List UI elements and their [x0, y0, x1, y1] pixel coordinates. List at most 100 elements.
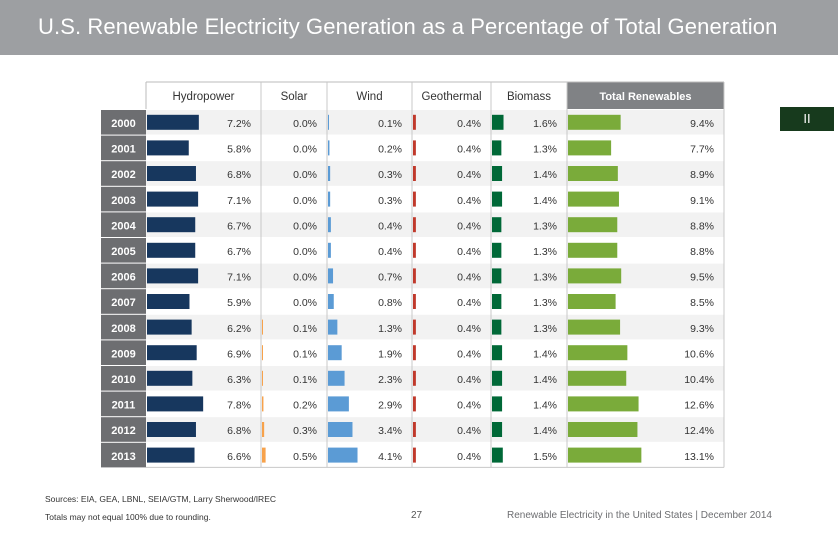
table-row: 2012 6.8% 0.3% 3.4% 0.4% 1.4% 12.4%: [101, 417, 724, 442]
bar-total-renewables: [568, 166, 618, 181]
bar-biomass: [492, 319, 502, 335]
bar-solar: [262, 319, 263, 335]
table-row: 2006 7.1% 0.0% 0.7% 0.4% 1.3% 9.5%: [101, 263, 724, 289]
value-label-solar: 0.0%: [293, 118, 317, 130]
value-label-geothermal: 0.4%: [457, 323, 481, 335]
value-label-solar: 0.2%: [293, 400, 317, 412]
bar-wind: [328, 191, 331, 207]
bar-hydropower: [147, 140, 189, 156]
value-label-geothermal: 0.4%: [457, 272, 481, 284]
value-label-solar: 0.0%: [293, 195, 317, 207]
value-label-wind: 0.8%: [378, 297, 402, 309]
bar-biomass: [492, 140, 502, 156]
value-label-wind: 2.3%: [378, 374, 402, 386]
bar-hydropower: [147, 345, 197, 361]
value-label-solar: 0.1%: [293, 348, 317, 360]
bar-total-renewables: [568, 447, 642, 463]
value-label-hydropower: 6.2%: [227, 323, 251, 335]
header-cell-wind: [327, 82, 412, 109]
year-cell: [101, 340, 146, 365]
value-label-wind: 0.3%: [378, 169, 402, 181]
value-label-geothermal: 0.4%: [457, 169, 481, 181]
bar-hydropower: [147, 319, 192, 335]
value-label-geothermal: 0.4%: [457, 297, 481, 309]
bar-geothermal: [413, 345, 416, 361]
year-label: 2013: [111, 451, 135, 463]
value-label-geothermal: 0.4%: [457, 220, 481, 232]
header-cell-solar: [261, 82, 327, 109]
row-background: [146, 289, 724, 314]
value-label-hydropower: 6.7%: [227, 220, 251, 232]
value-label-hydropower: 6.6%: [227, 451, 251, 463]
value-label-biomass: 1.4%: [533, 348, 557, 360]
bar-geothermal: [413, 191, 416, 207]
bar-hydropower: [147, 191, 199, 207]
value-label-total-renewables: 9.1%: [690, 195, 714, 207]
bar-wind: [328, 319, 338, 335]
value-label-total-renewables: 8.9%: [690, 169, 714, 181]
bar-wind: [328, 242, 331, 258]
bar-hydropower: [147, 447, 195, 463]
bar-biomass: [492, 396, 503, 412]
value-label-hydropower: 5.8%: [227, 144, 251, 156]
bar-solar: [262, 370, 263, 386]
bar-wind: [328, 217, 331, 233]
table-row: 2003 7.1% 0.0% 0.3% 0.4% 1.4% 9.1%: [101, 186, 724, 212]
header-label-wind: Wind: [356, 91, 382, 103]
bar-wind: [328, 345, 342, 361]
value-label-total-renewables: 8.8%: [690, 220, 714, 232]
bar-geothermal: [413, 268, 416, 284]
bar-biomass: [492, 217, 502, 233]
value-label-biomass: 1.4%: [533, 400, 557, 412]
bar-biomass: [492, 191, 503, 207]
bar-geothermal: [413, 422, 416, 437]
bar-geothermal: [413, 294, 416, 309]
value-label-biomass: 1.4%: [533, 169, 557, 181]
bar-hydropower: [147, 217, 196, 233]
table-row: 2010 6.3% 0.1% 2.3% 0.4% 1.4% 10.4%: [101, 366, 724, 391]
value-label-wind: 1.3%: [378, 323, 402, 335]
value-label-hydropower: 7.1%: [227, 195, 251, 207]
bar-wind: [328, 447, 358, 463]
year-cell: [101, 110, 146, 135]
header-cell-hydropower: [146, 82, 261, 109]
value-label-total-renewables: 10.4%: [684, 374, 714, 386]
year-label: 2008: [111, 323, 135, 335]
row-background: [146, 314, 724, 340]
bar-geothermal: [413, 370, 416, 386]
bar-solar: [262, 447, 266, 463]
row-background: [146, 366, 724, 391]
value-label-solar: 0.0%: [293, 272, 317, 284]
year-cell: [101, 289, 146, 314]
header-cell-total-renewables: [567, 82, 724, 109]
value-label-biomass: 1.4%: [533, 195, 557, 207]
year-label: 2012: [111, 425, 135, 437]
row-background: [146, 110, 724, 135]
value-label-solar: 0.1%: [293, 374, 317, 386]
value-label-solar: 0.0%: [293, 144, 317, 156]
bar-total-renewables: [568, 370, 627, 386]
year-label: 2005: [111, 246, 135, 258]
value-label-geothermal: 0.4%: [457, 425, 481, 437]
bar-hydropower: [147, 422, 196, 437]
year-label: 2001: [111, 144, 135, 156]
section-tab[interactable]: II: [780, 107, 834, 131]
value-label-hydropower: 7.1%: [227, 272, 251, 284]
bar-solar: [262, 345, 263, 361]
table-row: 2008 6.2% 0.1% 1.3% 0.4% 1.3% 9.3%: [101, 314, 724, 340]
table-row: 2004 6.7% 0.0% 0.4% 0.4% 1.3% 8.8%: [101, 212, 724, 237]
bar-geothermal: [413, 319, 416, 335]
table-row: 2001 5.8% 0.0% 0.2% 0.4% 1.3% 7.7%: [101, 135, 724, 161]
value-label-biomass: 1.4%: [533, 425, 557, 437]
row-background: [146, 238, 724, 263]
bar-hydropower: [147, 370, 193, 386]
value-label-biomass: 1.6%: [533, 118, 557, 130]
bar-wind: [328, 140, 330, 156]
value-label-geothermal: 0.4%: [457, 348, 481, 360]
year-cell: [101, 366, 146, 391]
bar-hydropower: [147, 242, 196, 258]
year-cell: [101, 314, 146, 340]
value-label-total-renewables: 9.4%: [690, 118, 714, 130]
bar-total-renewables: [568, 242, 618, 258]
